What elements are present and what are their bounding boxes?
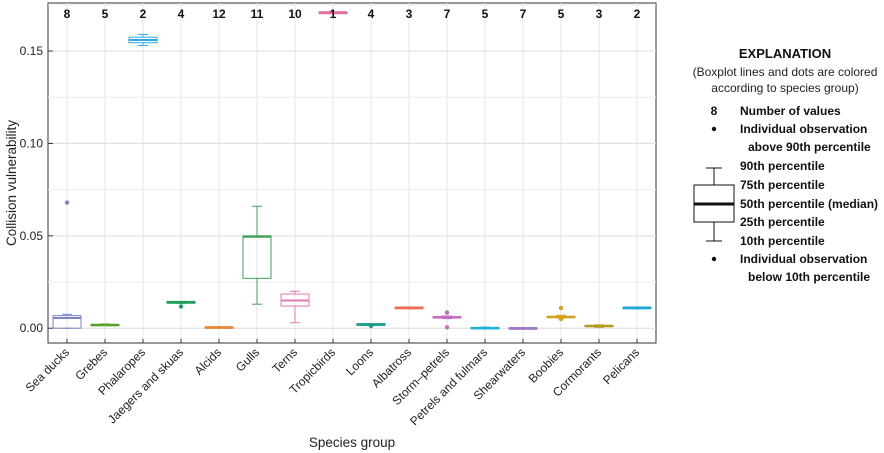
x-tick-label: Gulls [233,345,262,374]
count-label: 4 [178,7,185,21]
count-label: 8 [64,7,71,21]
boxes [52,11,652,330]
box-phalaropes [128,33,158,46]
box-alcids [204,326,234,329]
count-label: 2 [140,7,147,21]
legend-p50-label: 50th percentile (median) [740,197,878,211]
outlier-point [178,304,184,309]
box-tropicbirds [318,11,348,15]
box-sea-ducks [52,200,82,329]
box-storm-petrels [432,310,462,330]
box-jaegers-and-skuas [166,300,196,309]
outlier-point [558,316,564,322]
outlier-point [368,323,374,329]
box-boobies [546,305,576,322]
x-tick-label: Sea ducks [23,345,73,395]
count-label: 5 [482,7,489,21]
x-tick-label: Terns [269,345,300,376]
box-grebes [90,323,120,327]
legend-p25-label: 25th percentile [740,215,825,229]
legend-subtitle-line-2: according to species group) [711,81,858,95]
box-terns [280,290,310,324]
outlier-point [444,325,450,330]
y-tick-label: 0.05 [20,229,44,243]
y-tick-label: 0.15 [20,44,44,58]
outlier-point [558,305,564,311]
count-label: 3 [596,7,603,21]
legend-boxplot-symbol [693,167,735,242]
legend-count-symbol: 8 [711,104,718,118]
y-axis-title: Collision vulnerability [4,120,19,246]
x-tick-label: Grebes [72,345,110,383]
box-gulls [242,205,272,305]
count-label: 5 [102,7,109,21]
legend-above-dot [711,126,717,132]
count-label: 1 [330,7,337,21]
count-label: 2 [634,7,641,21]
value-counts: 8 5 2 4 12 11 10 1 4 3 7 5 7 5 3 2 [64,7,641,21]
box-shearwaters [508,327,538,330]
count-label: 5 [558,7,565,21]
y-tick-label: 0.10 [20,136,44,150]
legend: EXPLANATION (Boxplot lines and dots are … [693,46,878,284]
plot-area [47,2,657,344]
box-petrels-and-fulmars [470,326,500,330]
x-tick-label: Pelicans [600,345,642,387]
iqr-box [52,315,82,329]
legend-title: EXPLANATION [739,46,831,61]
box-cormorants [584,324,614,328]
box-albatross [394,306,424,310]
y-tick-label: 0.00 [20,321,44,335]
outlier-point [444,310,450,315]
x-tick-label: Loons [343,345,376,378]
x-axis-title: Species group [309,435,395,450]
count-label: 7 [444,7,451,21]
legend-p90-label: 90th percentile [740,159,825,173]
legend-below-line-1: Individual observation [740,252,867,266]
x-tick-label: Alcids [192,345,225,378]
legend-subtitle-line-1: (Boxplot lines and dots are colored [693,65,878,79]
legend-above-line-1: Individual observation [740,122,867,136]
box-pelicans [622,306,652,310]
count-label: 12 [212,7,226,21]
y-axis-ticks: 0.00 0.05 0.10 0.15 [20,44,53,335]
legend-count-label: Number of values [740,104,841,118]
box-loons [356,323,386,329]
count-label: 10 [288,7,302,21]
legend-p75-label: 75th percentile [740,178,825,192]
count-label: 3 [406,7,413,21]
count-label: 11 [251,7,264,21]
legend-below-dot [711,256,717,262]
outlier-point [64,200,70,205]
legend-above-line-2: above 90th percentile [748,140,871,154]
legend-p10-label: 10th percentile [740,234,825,248]
legend-below-line-2: below 10th percentile [748,270,870,284]
count-label: 4 [368,7,375,21]
count-label: 7 [520,7,527,21]
